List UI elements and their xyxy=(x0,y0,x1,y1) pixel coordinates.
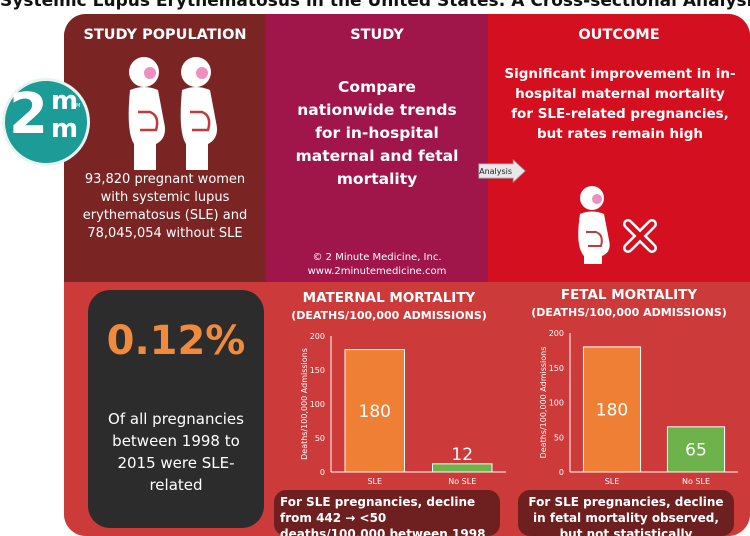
maternal-bar xyxy=(344,349,405,473)
maternal-y-tick-label: 100 xyxy=(310,400,325,409)
study-section: STUDY Compare nationwide trends for in-h… xyxy=(266,14,488,282)
results-section: 0.12% Of all pregnancies between 1998 to… xyxy=(64,282,750,536)
fetal-y-tick-label: 0 xyxy=(559,468,564,477)
fetal-note: For SLE pregnancies, decline in fetal mo… xyxy=(518,490,734,536)
website-url: www.2minutemedicine.com xyxy=(307,266,447,277)
stat-card: 0.12% Of all pregnancies between 1998 to… xyxy=(88,290,264,528)
study-text: Compare nationwide trends for in-hospita… xyxy=(295,78,459,188)
fetal-x-tick-label: No SLE xyxy=(682,477,710,486)
analysis-label: Analysis xyxy=(479,167,512,176)
pregnant-woman-icon xyxy=(578,186,610,264)
fetal-bar xyxy=(582,346,642,473)
infographic-panel: STUDY POPULATION 93,820 pregnant women w… xyxy=(64,14,750,536)
analysis-arrow: Analysis xyxy=(478,158,526,184)
copyright-text: © 2 Minute Medicine, Inc. xyxy=(312,252,442,263)
maternal-chart-subtitle: (DEATHS/100,000 ADMISSIONS) xyxy=(291,309,487,322)
study-population-section: STUDY POPULATION 93,820 pregnant women w… xyxy=(64,14,266,282)
maternal-y-axis-label: Deaths/100,000 Admissions xyxy=(300,348,309,460)
fetal-x-tick-label: SLE xyxy=(605,477,620,486)
brand-logo: 2 m m TM xyxy=(2,78,90,166)
outcome-section: OUTCOME Significant improvement in in-ho… xyxy=(488,14,750,282)
maternal-data-label: 180 xyxy=(359,402,391,422)
cross-mark-icon xyxy=(623,219,657,253)
maternal-y-tick-label: 50 xyxy=(315,434,325,443)
fetal-bar xyxy=(666,426,726,473)
infographic-title: Systemic Lupus Erythematosus in the Unit… xyxy=(0,0,750,11)
maternal-note: For SLE pregnancies, decline from 442 → … xyxy=(274,490,500,536)
fetal-chart-title: FETAL MORTALITY xyxy=(560,287,698,303)
study-population-text: 93,820 pregnant women with systemic lupu… xyxy=(82,172,248,241)
maternal-x-tick-label: No SLE xyxy=(448,477,476,486)
maternal-chart-title: MATERNAL MORTALITY xyxy=(302,290,476,306)
logo-m-top: m xyxy=(51,86,79,116)
logo-numeral: 2 xyxy=(9,82,48,147)
fetal-chart-subtitle: (DEATHS/100,000 ADMISSIONS) xyxy=(531,306,727,319)
fetal-data-label: 180 xyxy=(596,400,628,420)
maternal-data-label: 12 xyxy=(451,445,473,465)
logo-m-bottom: m xyxy=(51,114,79,144)
fetal-y-axis-label: Deaths/100,000 Admissions xyxy=(539,347,548,459)
stat-text: Of all pregnancies between 1998 to 2015 … xyxy=(108,410,244,494)
stat-value: 0.12% xyxy=(106,318,246,364)
outcome-text: Significant improvement in in-hospital m… xyxy=(504,66,736,142)
maternal-x-tick-label: SLE xyxy=(367,477,382,486)
maternal-y-tick-label: 0 xyxy=(320,468,325,477)
study-population-heading: STUDY POPULATION xyxy=(83,27,247,43)
logo-trademark: TM xyxy=(73,103,81,109)
fetal-data-label: 65 xyxy=(685,440,707,460)
study-heading: STUDY xyxy=(350,27,404,43)
maternal-y-tick-label: 150 xyxy=(310,366,325,375)
maternal-y-tick-label: 200 xyxy=(310,332,325,341)
outcome-heading: OUTCOME xyxy=(578,27,660,43)
fetal-y-tick-label: 100 xyxy=(549,399,564,408)
fetal-y-tick-label: 200 xyxy=(549,329,564,338)
pregnant-women-icon xyxy=(128,57,217,170)
maternal-bar xyxy=(432,463,493,473)
fetal-y-tick-label: 150 xyxy=(549,364,564,373)
fetal-y-tick-label: 50 xyxy=(554,433,564,442)
